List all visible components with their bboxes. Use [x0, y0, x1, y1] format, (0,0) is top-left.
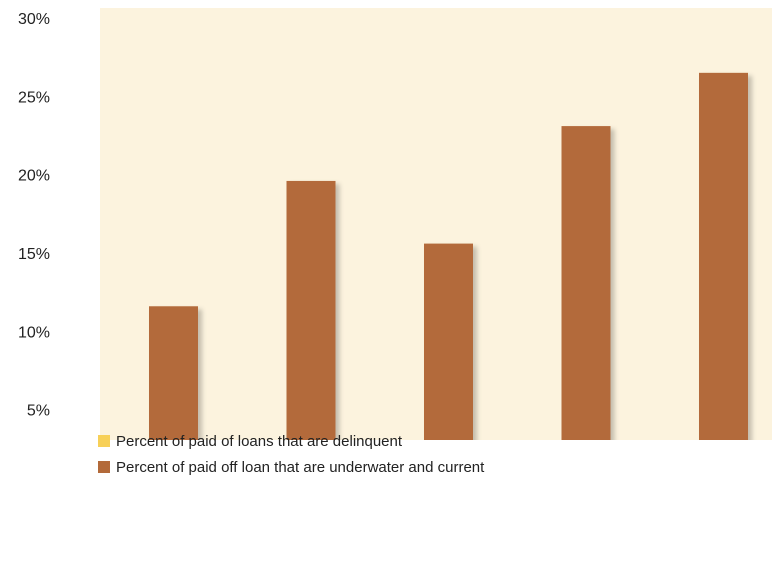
y-tick-label: 5%: [27, 403, 50, 420]
bar-underwater-2012: [699, 72, 748, 440]
legend-item-delinquent: Percent of paid of loans that are delinq…: [98, 428, 484, 454]
legend-label-underwater: Percent of paid off loan that are underw…: [116, 458, 485, 476]
bar-chart: 0%5%10%15%20%25%30% 20082009201020112012: [18, 8, 772, 440]
legend-item-underwater: Percent of paid off loan that are underw…: [98, 454, 484, 480]
bars: [149, 72, 748, 440]
bar-underwater-2009: [286, 180, 336, 440]
y-tick-label: 25%: [18, 89, 50, 106]
bar-underwater-2008: [149, 306, 198, 440]
y-tick-label: 10%: [18, 324, 50, 341]
legend: Percent of paid of loans that are delinq…: [98, 428, 484, 480]
y-tick-label: 20%: [18, 168, 50, 185]
y-axis: 0%5%10%15%20%25%30%: [18, 11, 50, 420]
legend-swatch-delinquent: [98, 435, 110, 447]
legend-swatch-underwater: [98, 461, 110, 473]
bar-underwater-2010: [424, 243, 473, 440]
bar-underwater-2011: [561, 126, 611, 440]
legend-label-delinquent: Percent of paid of loans that are delinq…: [116, 432, 403, 450]
y-tick-label: 15%: [18, 246, 50, 263]
y-tick-label: 30%: [18, 11, 50, 28]
